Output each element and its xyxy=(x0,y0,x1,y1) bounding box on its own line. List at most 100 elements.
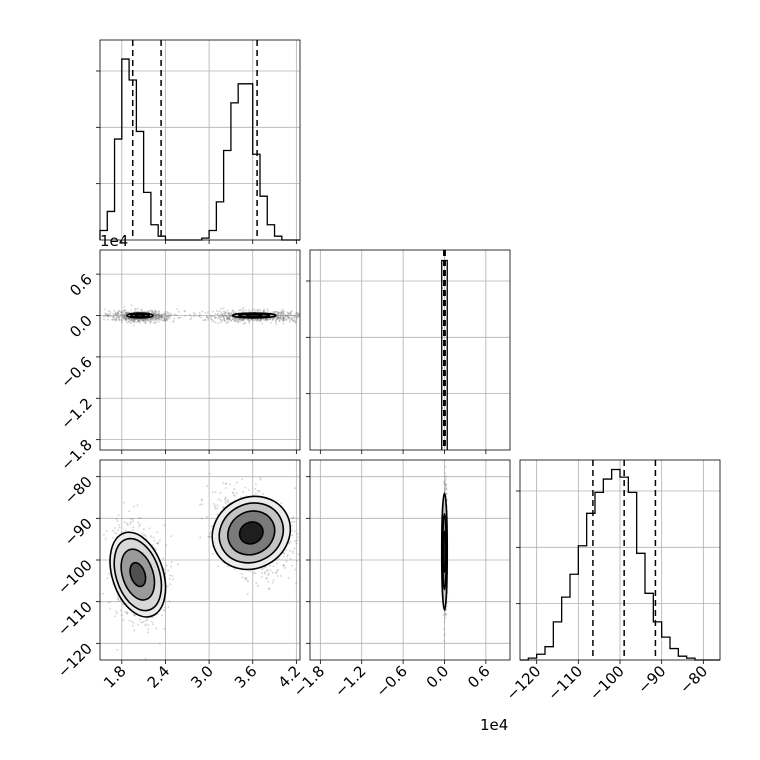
scatter-point xyxy=(94,316,96,318)
scatter-point xyxy=(146,617,148,620)
scatter-point xyxy=(130,317,133,320)
scatter-point xyxy=(225,311,227,314)
scatter-point xyxy=(280,312,282,315)
scatter-point xyxy=(209,535,212,538)
scatter-point xyxy=(225,316,228,318)
scatter-point xyxy=(120,311,123,313)
scatter-point xyxy=(216,313,219,315)
scatter-point xyxy=(142,318,144,320)
scatter-point xyxy=(123,317,126,319)
scatter-point xyxy=(141,308,143,311)
scatter-point xyxy=(175,314,178,317)
scatter-point xyxy=(444,613,447,615)
scatter-point xyxy=(151,621,153,623)
scatter-point xyxy=(445,602,448,605)
scatter-point xyxy=(112,315,115,317)
scatter-point xyxy=(276,318,278,320)
scatter-point xyxy=(296,533,299,535)
scatter-point xyxy=(215,316,217,319)
scatter-point xyxy=(282,316,285,319)
scatter-point xyxy=(208,472,211,475)
scatter-point xyxy=(211,545,214,548)
scatter-point xyxy=(151,317,154,319)
scatter-point xyxy=(275,559,278,561)
scatter-point xyxy=(167,569,170,572)
scatter-point xyxy=(276,310,278,313)
x-tick-label: 3.6 xyxy=(231,662,261,692)
scatter-point xyxy=(268,572,270,575)
scatter-point xyxy=(155,319,158,321)
scatter-point xyxy=(133,311,136,314)
scatter-point xyxy=(241,319,244,322)
scatter-point xyxy=(444,481,446,484)
scatter-point xyxy=(242,318,245,321)
scatter-point xyxy=(133,614,136,617)
scatter-point xyxy=(138,319,140,321)
scatter-point xyxy=(210,318,213,321)
scatter-point xyxy=(262,493,264,495)
scatter-point xyxy=(150,535,152,537)
scatter-point xyxy=(156,314,158,317)
scatter-point xyxy=(268,588,271,591)
scatter-point xyxy=(229,318,232,320)
scatter-point xyxy=(297,315,299,318)
scatter-point xyxy=(113,318,115,321)
scatter-point xyxy=(445,478,447,481)
scatter-point xyxy=(241,308,243,310)
scatter-point xyxy=(184,310,186,313)
scatter-point xyxy=(116,314,118,316)
scatter-point xyxy=(131,620,133,623)
scatter-point xyxy=(157,317,160,320)
scatter-point xyxy=(444,490,446,493)
scatter-point xyxy=(293,316,295,319)
scatter-point xyxy=(265,318,267,320)
scatter-point xyxy=(267,318,270,321)
scatter-point xyxy=(263,319,266,322)
scatter-point xyxy=(115,313,117,315)
scatter-point xyxy=(232,316,234,319)
scatter-point xyxy=(155,311,157,314)
scatter-point xyxy=(251,318,253,321)
scatter-point xyxy=(129,317,131,320)
scatter-point xyxy=(157,314,159,317)
scatter-point xyxy=(210,315,213,318)
scatter-point xyxy=(281,314,284,317)
scatter-point xyxy=(294,568,297,571)
scatter-point xyxy=(226,317,229,320)
scatter-point xyxy=(134,318,137,321)
scatter-point xyxy=(140,621,143,624)
scatter-point xyxy=(235,312,238,315)
scatter-point xyxy=(298,313,300,315)
scatter-point xyxy=(444,487,446,490)
scatter-point xyxy=(263,308,266,311)
scatter-point xyxy=(260,318,262,321)
scatter-point xyxy=(123,309,126,312)
scatter-point xyxy=(303,312,305,314)
scatter-point xyxy=(168,578,171,580)
scatter-point xyxy=(144,658,147,660)
scatter-point xyxy=(119,318,121,321)
scatter-point xyxy=(136,318,139,320)
scatter-point xyxy=(217,314,220,317)
scatter-point xyxy=(272,565,275,568)
scatter-point xyxy=(165,319,168,322)
scatter-point xyxy=(213,315,216,318)
scatter-point xyxy=(156,531,159,534)
scatter-point xyxy=(157,313,159,316)
scatter-point xyxy=(147,318,150,321)
scatter-point xyxy=(305,557,307,559)
scatter-point xyxy=(141,319,143,321)
x-tick-label: −0.6 xyxy=(372,662,410,700)
scatter-point xyxy=(296,316,298,319)
scatter-point xyxy=(217,498,220,501)
scatter-point xyxy=(121,316,124,318)
scatter-point xyxy=(192,312,195,314)
scatter-point xyxy=(147,311,150,314)
scatter-point xyxy=(163,313,165,315)
scatter-point xyxy=(275,571,277,574)
scatter-point xyxy=(236,318,239,321)
scatter-point xyxy=(168,600,171,603)
scatter-point xyxy=(152,311,155,314)
scatter-point xyxy=(248,311,251,313)
scatter-point xyxy=(158,316,161,319)
